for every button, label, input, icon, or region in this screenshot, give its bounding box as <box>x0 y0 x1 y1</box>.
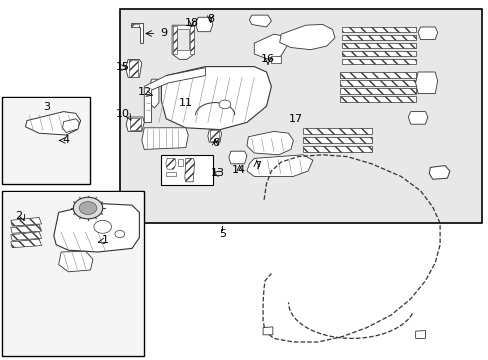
Text: 12: 12 <box>138 87 152 97</box>
Polygon shape <box>54 203 139 252</box>
Text: 2: 2 <box>15 211 22 221</box>
Polygon shape <box>339 72 415 78</box>
Text: 9: 9 <box>160 28 167 39</box>
Polygon shape <box>339 88 415 94</box>
Polygon shape <box>249 15 271 27</box>
Polygon shape <box>161 67 271 130</box>
Polygon shape <box>303 146 371 152</box>
Text: 5: 5 <box>219 229 225 239</box>
Text: 17: 17 <box>288 114 302 124</box>
Text: 14: 14 <box>231 165 245 175</box>
Circle shape <box>73 197 102 219</box>
Polygon shape <box>195 17 212 32</box>
Text: 3: 3 <box>43 102 50 112</box>
Polygon shape <box>279 24 334 50</box>
Polygon shape <box>11 232 41 240</box>
Polygon shape <box>11 239 41 248</box>
Polygon shape <box>415 330 425 338</box>
Polygon shape <box>189 26 193 54</box>
Polygon shape <box>150 79 159 108</box>
Bar <box>4 98 89 183</box>
Bar <box>161 155 212 185</box>
Bar <box>2 97 90 184</box>
Polygon shape <box>417 27 437 40</box>
Polygon shape <box>342 35 415 40</box>
Polygon shape <box>303 137 371 143</box>
Circle shape <box>79 202 97 215</box>
Text: 13: 13 <box>210 168 224 178</box>
Circle shape <box>94 220 111 233</box>
Text: 4: 4 <box>62 135 69 145</box>
Polygon shape <box>246 131 293 155</box>
Polygon shape <box>271 56 281 63</box>
Circle shape <box>219 100 230 109</box>
Text: 7: 7 <box>254 161 261 171</box>
Text: 6: 6 <box>212 138 219 148</box>
Polygon shape <box>129 60 138 77</box>
Polygon shape <box>228 151 246 164</box>
Bar <box>4 192 142 355</box>
Polygon shape <box>131 24 139 27</box>
Text: 1: 1 <box>102 235 108 246</box>
Polygon shape <box>172 25 194 59</box>
Polygon shape <box>125 59 142 77</box>
Polygon shape <box>177 29 189 50</box>
Polygon shape <box>62 119 79 132</box>
Bar <box>120 9 481 223</box>
Polygon shape <box>166 172 176 176</box>
Text: 15: 15 <box>116 62 130 72</box>
Polygon shape <box>407 112 427 124</box>
Polygon shape <box>210 130 219 141</box>
Text: 10: 10 <box>116 109 130 120</box>
Polygon shape <box>184 158 194 182</box>
Polygon shape <box>339 80 415 86</box>
Polygon shape <box>165 158 176 169</box>
Polygon shape <box>126 117 144 131</box>
Polygon shape <box>129 118 141 130</box>
Polygon shape <box>59 251 93 272</box>
Polygon shape <box>172 26 176 54</box>
Polygon shape <box>342 59 415 64</box>
Polygon shape <box>178 159 183 166</box>
Text: 18: 18 <box>184 18 198 28</box>
Text: 11: 11 <box>179 98 192 108</box>
Polygon shape <box>342 43 415 48</box>
Polygon shape <box>415 72 437 94</box>
Polygon shape <box>131 23 143 43</box>
Polygon shape <box>428 166 449 179</box>
Polygon shape <box>263 327 272 335</box>
Polygon shape <box>207 130 221 142</box>
Polygon shape <box>25 112 81 135</box>
Text: 8: 8 <box>207 14 214 24</box>
Polygon shape <box>11 225 41 233</box>
Polygon shape <box>254 34 288 59</box>
Bar <box>2 191 144 356</box>
Polygon shape <box>144 68 205 122</box>
Text: 16: 16 <box>261 54 274 64</box>
Polygon shape <box>342 27 415 32</box>
Circle shape <box>115 230 124 238</box>
Polygon shape <box>342 51 415 56</box>
Polygon shape <box>142 128 188 149</box>
Polygon shape <box>11 217 41 226</box>
Polygon shape <box>339 96 415 102</box>
Polygon shape <box>246 155 312 176</box>
Polygon shape <box>303 128 371 134</box>
